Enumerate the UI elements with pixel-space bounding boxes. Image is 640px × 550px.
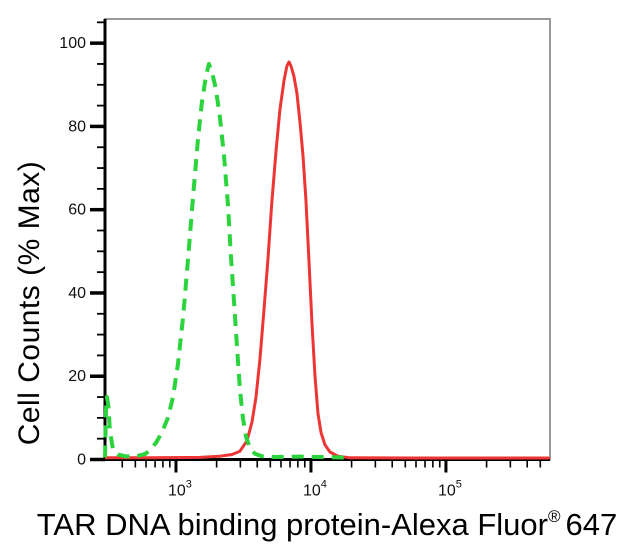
x-axis-title: TAR DNA binding protein-Alexa Fluor® 647: [37, 507, 617, 543]
y-axis-tick-label: 20: [68, 368, 86, 385]
y-axis-title: Cell Counts (% Max): [13, 160, 46, 446]
series-curve-green-dashed-control: [103, 62, 346, 460]
x-axis-title-suffix: 647: [565, 507, 618, 542]
x-axis-tick-label: 104: [303, 479, 327, 500]
y-axis-tick-label: 100: [59, 35, 86, 52]
x-axis-tick-label: 105: [438, 479, 462, 500]
y-axis-tick-label: 80: [68, 118, 86, 135]
y-axis-tick-label: 0: [77, 452, 86, 469]
series-curve-red-solid-tar-dna-binding-protein: [105, 60, 550, 460]
y-axis-tick-label: 40: [68, 285, 86, 302]
y-axis-tick-label: 60: [68, 202, 86, 219]
registered-trademark-symbol: ®: [547, 507, 561, 526]
x-axis-tick-label: 103: [168, 479, 192, 500]
x-axis-title-main: TAR DNA binding protein-Alexa Fluor: [36, 507, 548, 542]
